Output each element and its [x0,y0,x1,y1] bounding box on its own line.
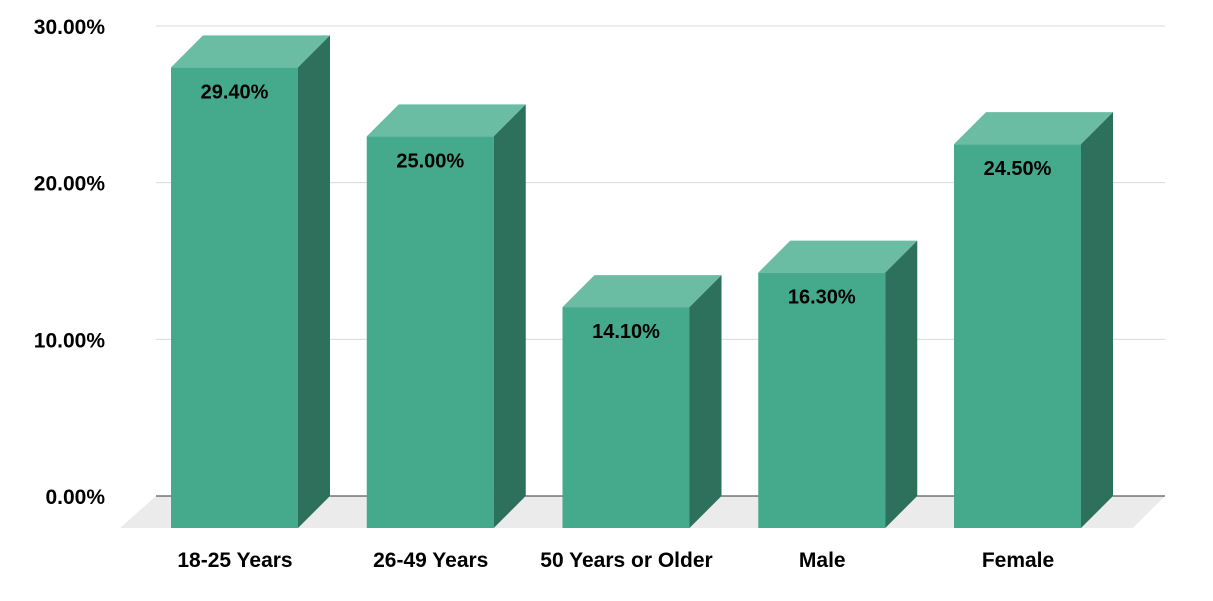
bar-top [954,112,1113,145]
bar-front [954,144,1081,528]
bar [366,104,526,529]
bar-side [298,35,330,529]
y-axis-ticks: 0.00% 10.00% 20.00% 30.00% [34,16,106,509]
bar-top [758,240,918,273]
bar-front [758,272,886,528]
y-tick-label: 10.00% [34,329,106,352]
data-label: 25.00% [396,150,464,172]
y-tick-label: 30.00% [34,16,106,39]
bar-side [1081,112,1113,529]
bar-top [562,275,722,308]
data-label: 24.50% [984,158,1052,180]
bar [758,240,918,528]
data-labels: 29.40% 25.00% 14.10% 16.30% 24.50% [201,81,1052,343]
bar [562,275,722,528]
bar-front [171,67,298,529]
bar-side [493,104,526,528]
y-tick-label: 20.00% [34,173,106,196]
bar [954,112,1113,529]
data-label: 16.30% [788,287,856,309]
x-category-label: Female [982,549,1054,572]
x-category-label: 26-49 Years [373,549,488,572]
bar-top [366,104,526,137]
data-label: 29.40% [201,81,269,103]
category-labels: 18-25 Years 26-49 Years 50 Years or Older M… [177,549,1054,572]
bar [171,35,330,529]
data-label: 14.10% [592,321,660,343]
bar-side [885,240,918,528]
bars [171,35,1113,529]
bar-top [171,35,330,68]
x-category-label: 50 Years or Older [540,549,712,572]
y-tick-label: 0.00% [45,486,105,509]
bar-side [689,275,722,528]
x-category-label: 18-25 Years [177,549,292,572]
bar-front [562,307,690,528]
x-category-label: Male [799,549,846,572]
bar-front [366,136,494,529]
